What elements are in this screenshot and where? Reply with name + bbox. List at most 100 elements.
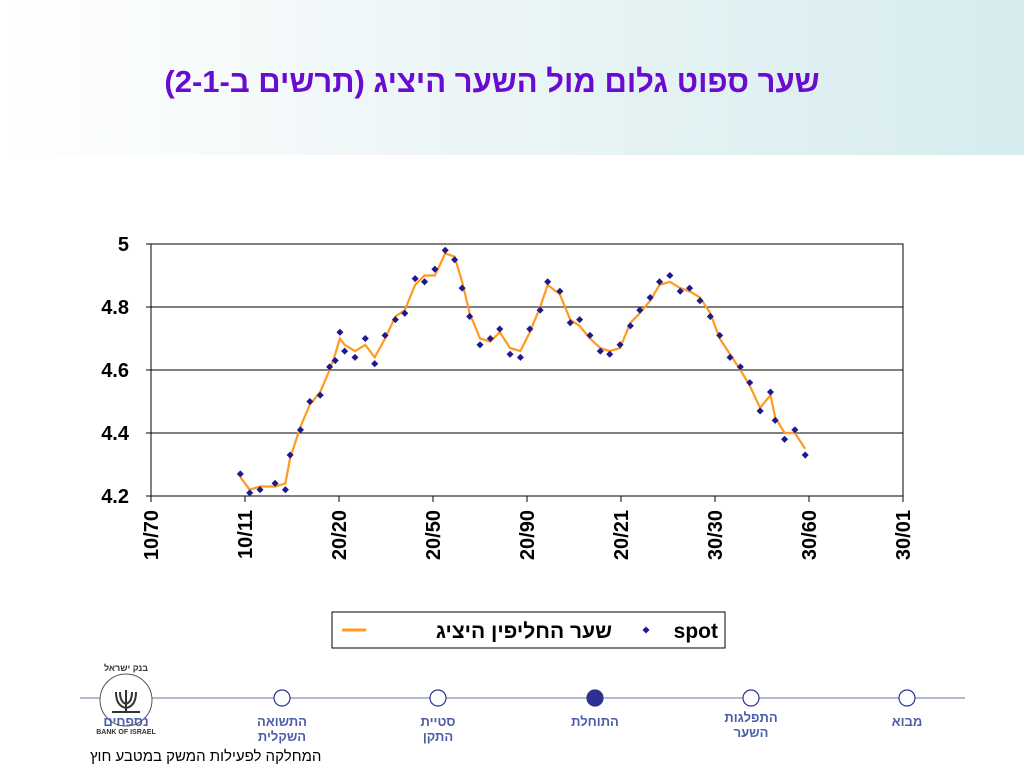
spot-marker <box>458 284 466 292</box>
x-tick-label: 20/20 <box>329 510 351 560</box>
spot-marker <box>556 287 564 295</box>
spot-marker <box>791 426 799 434</box>
spot-marker <box>331 357 339 365</box>
nav-label[interactable]: מבוא <box>862 714 952 729</box>
spot-marker <box>756 407 764 415</box>
spot-marker <box>371 360 379 368</box>
spot-marker <box>341 347 349 355</box>
spot-marker <box>726 353 734 361</box>
spot-marker <box>431 265 439 273</box>
spot-marker <box>326 363 334 371</box>
spot-marker <box>544 278 552 286</box>
spot-marker <box>391 316 399 324</box>
nav-label-line: מבוא <box>891 714 923 729</box>
nav-label-line: התוחלת <box>571 714 619 729</box>
nav-label-line: השער <box>733 725 769 740</box>
nav-dot <box>429 689 447 707</box>
nav-label[interactable]: התפלגות השער <box>706 710 796 740</box>
legend-label: spot <box>674 620 718 643</box>
spot-marker <box>746 379 754 387</box>
x-tick-label: 30/30 <box>705 510 727 560</box>
header-band <box>0 0 1024 155</box>
legend-label: שער החליפין היציג <box>436 620 612 643</box>
spot-marker <box>411 275 419 283</box>
x-tick-label: 30/01 <box>893 510 915 560</box>
spot-marker <box>381 331 389 339</box>
nav-dot <box>898 689 916 707</box>
spot-marker <box>336 328 344 336</box>
logo: בנק ישראל BANK OF ISRAEL <box>96 663 156 736</box>
spot-marker <box>771 416 779 424</box>
spot-marker <box>286 451 294 459</box>
spot-marker <box>281 486 289 494</box>
y-tick-label: 4.2 <box>101 486 129 508</box>
spot-marker <box>576 316 584 324</box>
spot-marker <box>666 271 674 280</box>
spot-marker <box>296 426 304 434</box>
logo-hebrew: בנק ישראל <box>104 663 148 673</box>
y-tick-label: 5 <box>118 234 129 256</box>
spot-marker <box>736 363 744 371</box>
legend-symbol <box>642 626 650 634</box>
spot-marker <box>476 341 484 349</box>
x-tick-label: 20/90 <box>517 510 539 560</box>
spot-marker <box>566 319 574 327</box>
legend-box <box>331 611 726 649</box>
nav-dot <box>273 689 291 707</box>
spot-marker <box>361 334 369 343</box>
spot-marker <box>306 397 314 406</box>
spot-marker <box>646 294 654 302</box>
spot-marker <box>656 278 664 286</box>
spot-marker <box>236 470 244 478</box>
logo-menorah <box>112 690 140 713</box>
spot-marker <box>316 391 324 399</box>
footer: המחלקה לפעילות המשק במטבע חוץ <box>90 748 322 765</box>
spot-marker <box>421 278 429 286</box>
x-tick-label: 20/50 <box>423 510 445 560</box>
spot-marker <box>506 350 514 358</box>
spot-marker <box>256 486 264 494</box>
slide-title: שער ספוט גלום מול השער היציג (תרשים ב-2-… <box>164 64 820 99</box>
nav-dot <box>742 689 760 707</box>
nav-label-line: התשואה <box>257 714 307 729</box>
spot-marker <box>716 331 724 339</box>
spot-marker <box>496 325 504 333</box>
spot-marker <box>606 350 614 358</box>
spot-marker <box>616 341 624 349</box>
spot-marker <box>636 306 644 314</box>
spot-marker <box>801 451 809 459</box>
spot-marker <box>781 435 789 443</box>
nav-label[interactable]: סטיית התקן <box>393 714 483 744</box>
nav-dot <box>586 689 604 707</box>
y-tick-label: 4.6 <box>101 360 129 382</box>
spot-marker <box>526 325 534 333</box>
x-tick-label: 10/70 <box>141 510 163 560</box>
spot-marker <box>626 322 634 330</box>
nav-label[interactable]: נספחים <box>81 714 171 729</box>
x-tick-label: 20/21 <box>611 510 633 560</box>
spot-marker <box>766 388 774 396</box>
spot-marker <box>271 479 279 487</box>
spot-marker <box>676 287 684 295</box>
spot-marker <box>441 246 449 254</box>
spot-marker <box>706 312 714 320</box>
x-tick-label: 10/11 <box>235 510 257 559</box>
spot-marker <box>536 306 544 314</box>
spot-marker <box>686 284 694 292</box>
nav-label[interactable]: התוחלת <box>550 714 640 729</box>
nav-label-line: נספחים <box>103 714 149 729</box>
nav-label-line: השקלית <box>257 729 307 744</box>
spot-marker <box>586 331 594 339</box>
spot-marker <box>466 312 474 320</box>
nav-label-line: סטיית <box>420 714 456 729</box>
logo-english: BANK OF ISRAEL <box>96 729 156 736</box>
spot-marker <box>486 334 494 343</box>
spot-marker <box>451 256 459 264</box>
nav-label-line: התפלגות <box>724 710 778 725</box>
spot-marker <box>596 347 604 355</box>
spot-marker <box>351 353 359 361</box>
nav-label[interactable]: התשואה השקלית <box>237 714 327 744</box>
spot-marker <box>401 309 409 317</box>
